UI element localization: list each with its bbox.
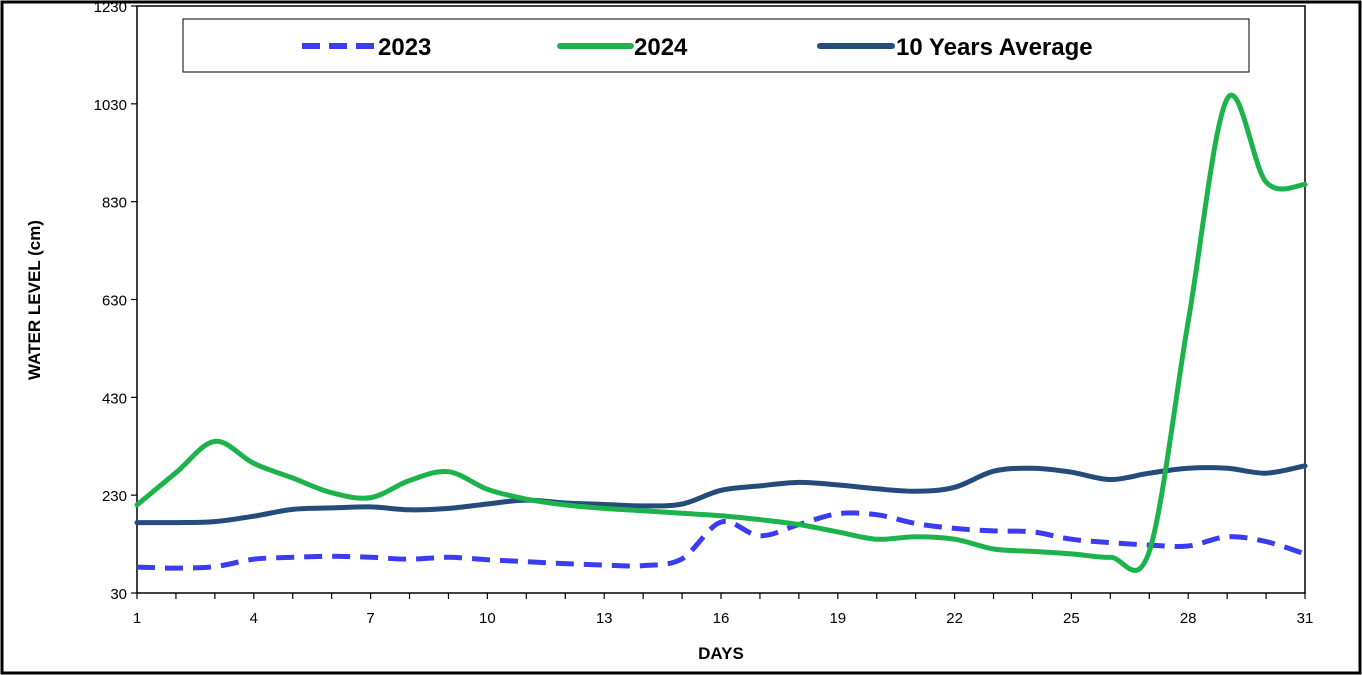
y-axis-title: WATER LEVEL (cm) <box>25 220 44 380</box>
series-layer <box>134 92 1308 573</box>
x-tick-label: 7 <box>366 610 374 627</box>
y-tick-label: 30 <box>110 586 127 603</box>
legend-label-10-years-average: 10 Years Average <box>896 34 1093 61</box>
legend-label-2024: 2024 <box>634 34 688 61</box>
x-tick-label: 31 <box>1297 610 1314 627</box>
x-tick-label: 4 <box>250 610 258 627</box>
y-tick-label: 230 <box>102 488 127 505</box>
y-tick-label: 830 <box>102 195 127 212</box>
y-tick-label: 430 <box>102 390 127 407</box>
x-tick-label: 22 <box>946 610 963 627</box>
x-tick-label: 13 <box>596 610 613 627</box>
y-tick-label: 1030 <box>94 97 127 114</box>
series-line-10-years-average <box>134 463 1308 526</box>
y-axis-ticks: 30 230 430 630 830 1030 1230 <box>94 0 137 603</box>
x-tick-label: 1 <box>133 610 141 627</box>
series-line-2023 <box>136 510 1306 571</box>
x-axis-ticks: 1 4 7 10 13 16 19 22 25 28 31 <box>133 593 1314 627</box>
x-tick-label: 10 <box>479 610 496 627</box>
x-tick-label: 25 <box>1063 610 1080 627</box>
x-tick-label: 16 <box>713 610 730 627</box>
legend-label-2023: 2023 <box>378 34 431 61</box>
y-tick-label: 630 <box>102 293 127 310</box>
x-axis-title: DAYS <box>698 644 744 663</box>
y-tick-label: 1230 <box>94 0 127 16</box>
x-tick-label: 19 <box>829 610 846 627</box>
legend: 2023 2024 10 Years Average <box>182 18 1250 73</box>
x-tick-label: 28 <box>1180 610 1197 627</box>
series-line-2024 <box>134 92 1308 573</box>
